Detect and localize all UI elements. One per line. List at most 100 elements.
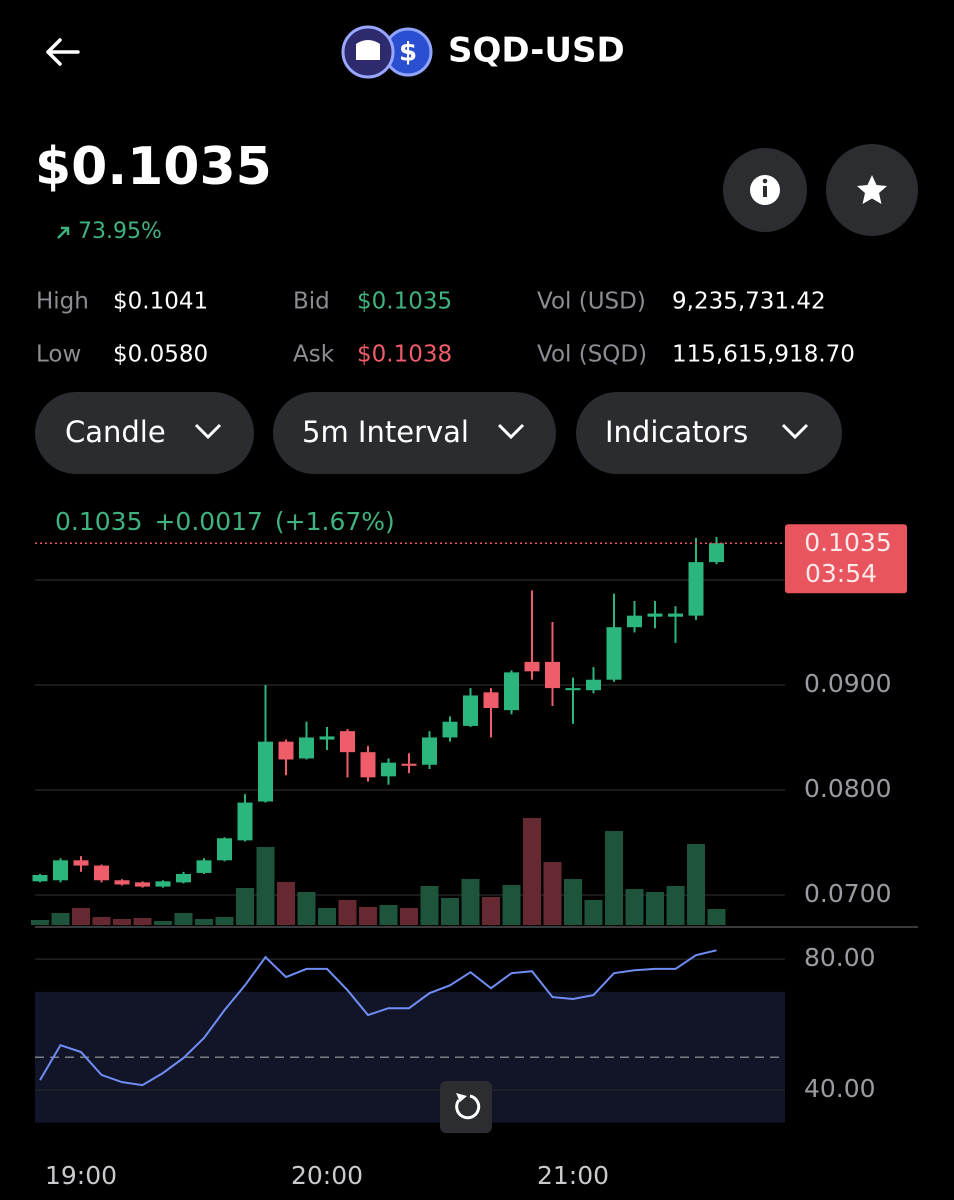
indicators-dropdown[interactable]: Indicators	[576, 392, 842, 474]
chart-header-last-price: 0.1035	[55, 507, 142, 536]
volume-bar	[441, 898, 459, 925]
reset-button[interactable]	[440, 1081, 492, 1133]
back-arrow	[46, 38, 80, 66]
stat-value: 115,615,918.70	[672, 342, 855, 368]
volume-bar	[92, 917, 111, 925]
volume-bar	[584, 900, 603, 925]
x-tick-label: 21:00	[537, 1161, 609, 1190]
chevron	[194, 423, 222, 440]
up-arrow	[57, 226, 70, 239]
candle-body	[504, 672, 519, 711]
y-tick-label: 0.0700	[804, 879, 891, 908]
stat-value: $0.1035	[357, 289, 452, 315]
info-button[interactable]	[723, 148, 807, 232]
chart: 0.07000.08000.09000.100019:0020:0021:000…	[31, 507, 907, 1190]
candle-body	[606, 627, 622, 680]
stat-value: 9,235,731.42	[672, 289, 826, 315]
volume-bar	[646, 892, 664, 925]
countdown-label: 03:54	[805, 559, 877, 588]
dropdown-bg	[273, 392, 556, 474]
y-tick-label: 80.00	[804, 943, 876, 972]
volume-bar	[318, 908, 336, 925]
volume-bar	[256, 847, 275, 925]
x-tick-label: 20:00	[291, 1161, 363, 1190]
info-icon-dot	[762, 178, 768, 184]
stat-value: $0.1041	[113, 289, 208, 315]
candle-body	[278, 741, 294, 760]
volume-bar	[236, 888, 254, 925]
candle-body	[237, 802, 253, 841]
volume-bar	[277, 882, 295, 925]
chart-header-change-pct: (+1.67%)	[275, 507, 395, 536]
y-tick-label: 0.0900	[804, 669, 891, 698]
volume-bar	[420, 886, 439, 925]
rsi-line	[39, 949, 717, 1087]
candle-body	[422, 737, 437, 765]
candle-body	[32, 875, 48, 882]
candle-body	[217, 838, 232, 861]
dropdown-bg	[35, 392, 254, 474]
dropdown-bg	[576, 392, 842, 474]
candle-body	[442, 721, 458, 738]
candle-body	[135, 882, 150, 887]
price: $0.1035	[35, 137, 272, 197]
info-icon-bar	[763, 186, 767, 197]
volume-bar	[625, 889, 644, 925]
candle-body	[381, 762, 396, 777]
stat-label: High	[36, 289, 89, 315]
candle-body	[258, 741, 273, 802]
volume-bar	[564, 879, 582, 925]
candle-body	[688, 562, 704, 616]
chart-header: 0.1035 +0.0017 (+1.67%)	[55, 507, 395, 536]
volume-bar	[215, 917, 234, 925]
stats: High $0.1041 Low $0.0580 Bid $0.1035 Ask…	[36, 289, 855, 368]
chevron	[497, 423, 525, 440]
price-change: 73.95%	[78, 219, 162, 244]
volume-bar	[666, 886, 685, 925]
volume-bar	[605, 831, 623, 925]
favorite-button[interactable]	[826, 144, 918, 236]
volume-bar	[338, 900, 357, 925]
candle-body	[73, 860, 89, 866]
candle-body	[668, 613, 683, 617]
candle-body	[401, 763, 417, 766]
volume-bar	[195, 919, 213, 925]
candle-body	[360, 752, 376, 778]
volume-bar	[502, 885, 521, 925]
candle-body	[94, 865, 109, 881]
volume-bar	[400, 908, 418, 925]
chart-type-dropdown[interactable]: Candle	[35, 392, 254, 474]
stat-label: Vol (USD)	[537, 289, 646, 315]
chevron	[781, 423, 809, 440]
candle-body	[319, 736, 335, 740]
dropdown-label: Indicators	[605, 415, 748, 449]
stat-label: Low	[36, 342, 81, 368]
interval-dropdown[interactable]: 5m Interval	[273, 392, 556, 474]
candle-body	[627, 615, 642, 628]
stat-label: Vol (SQD)	[537, 342, 647, 368]
volume-bar	[154, 921, 172, 925]
back-button[interactable]	[46, 38, 80, 66]
volume-bar	[133, 918, 152, 925]
stat-label: Bid	[293, 289, 330, 315]
volume-bar	[707, 909, 726, 925]
star-icon	[857, 175, 887, 204]
volume-bar	[543, 862, 562, 925]
chart-header-change: +0.0017	[154, 507, 262, 536]
candle-body	[196, 860, 212, 873]
y-tick-label: 40.00	[804, 1074, 876, 1103]
volume-bar	[31, 920, 49, 925]
candle-body	[524, 661, 540, 672]
volume-bar	[297, 892, 316, 925]
volume-bar	[379, 905, 398, 925]
y-tick-label: 0.0800	[804, 774, 891, 803]
candle-body	[483, 692, 499, 709]
x-tick-label: 19:00	[45, 1161, 117, 1190]
candle-body	[114, 880, 130, 885]
volume-bar	[523, 818, 541, 925]
candle-body	[709, 543, 724, 563]
volume-bar	[72, 908, 90, 925]
usd-symbol: $	[399, 38, 417, 68]
candle-body	[53, 860, 68, 881]
reset-icon	[455, 1094, 481, 1120]
